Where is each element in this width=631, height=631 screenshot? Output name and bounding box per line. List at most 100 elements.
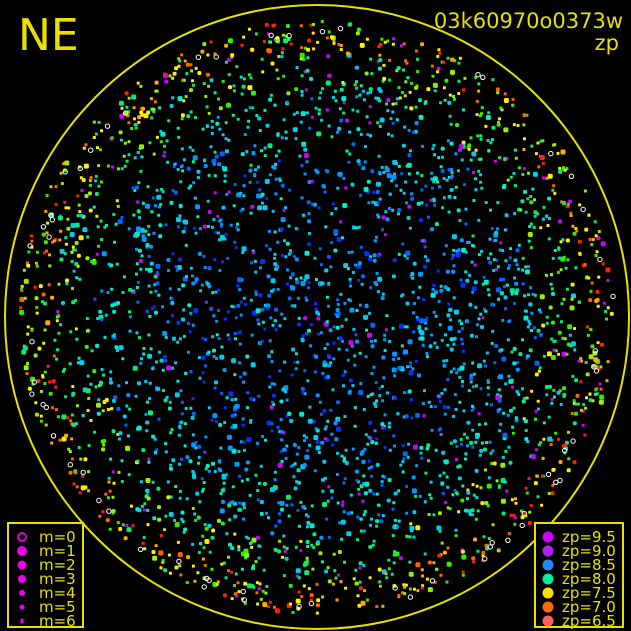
star-marker bbox=[425, 203, 429, 207]
star-marker bbox=[602, 301, 606, 305]
star-marker bbox=[571, 293, 576, 299]
star-marker bbox=[507, 445, 511, 449]
star-marker bbox=[55, 319, 59, 323]
star-marker bbox=[487, 256, 490, 260]
star-marker bbox=[312, 23, 315, 26]
star-marker bbox=[92, 205, 96, 209]
star-marker bbox=[419, 445, 424, 450]
star-marker bbox=[250, 261, 254, 265]
star-marker bbox=[122, 414, 127, 419]
star-marker bbox=[231, 485, 235, 489]
star-marker bbox=[423, 389, 426, 393]
star-marker bbox=[443, 98, 447, 102]
star-marker bbox=[146, 508, 150, 512]
star-marker bbox=[452, 367, 456, 371]
star-marker bbox=[412, 535, 416, 539]
star-marker bbox=[561, 336, 565, 340]
star-marker bbox=[343, 370, 347, 374]
star-marker bbox=[327, 255, 331, 259]
star-marker bbox=[218, 219, 222, 223]
star-marker bbox=[436, 269, 440, 273]
star-marker bbox=[332, 341, 336, 345]
star-marker bbox=[56, 310, 60, 314]
star-marker bbox=[223, 317, 227, 321]
star-marker bbox=[457, 79, 461, 83]
star-marker bbox=[64, 206, 68, 210]
star-marker bbox=[378, 394, 382, 398]
star-marker bbox=[427, 513, 431, 516]
star-marker bbox=[307, 286, 310, 290]
star-marker bbox=[176, 217, 181, 223]
star-marker bbox=[467, 147, 471, 151]
star-marker bbox=[536, 212, 540, 216]
star-marker bbox=[362, 408, 366, 411]
star-marker bbox=[463, 76, 467, 80]
star-marker bbox=[296, 508, 300, 512]
star-marker bbox=[315, 440, 320, 445]
star-marker bbox=[307, 38, 311, 43]
star-marker bbox=[601, 262, 605, 266]
star-marker bbox=[75, 337, 79, 341]
star-marker bbox=[122, 275, 126, 279]
star-marker bbox=[489, 141, 493, 145]
star-marker bbox=[159, 566, 163, 570]
star-marker bbox=[197, 461, 201, 465]
star-marker bbox=[473, 263, 477, 267]
star-marker bbox=[551, 467, 556, 472]
star-marker bbox=[510, 292, 514, 296]
star-marker bbox=[155, 271, 159, 274]
star-marker bbox=[442, 196, 446, 200]
star-marker bbox=[174, 392, 180, 398]
star-marker bbox=[277, 512, 281, 516]
star-marker bbox=[152, 231, 156, 235]
star-marker bbox=[158, 205, 162, 209]
star-marker bbox=[524, 437, 529, 441]
star-marker bbox=[431, 186, 434, 190]
star-marker bbox=[63, 252, 67, 256]
star-marker bbox=[303, 147, 308, 152]
star-marker bbox=[459, 365, 465, 371]
star-marker bbox=[375, 492, 379, 496]
star-marker bbox=[56, 348, 59, 352]
star-marker bbox=[436, 54, 440, 58]
star-marker bbox=[512, 123, 516, 127]
star-marker bbox=[325, 108, 329, 112]
star-marker bbox=[43, 328, 47, 332]
star-marker bbox=[405, 61, 409, 65]
star-marker bbox=[157, 517, 162, 522]
star-marker bbox=[358, 390, 364, 395]
star-marker bbox=[444, 78, 449, 83]
star-marker bbox=[81, 414, 85, 417]
star-marker bbox=[447, 325, 453, 331]
magnitude-marker-icon bbox=[19, 604, 25, 610]
star-marker bbox=[432, 513, 436, 517]
star-marker bbox=[218, 468, 223, 473]
star-marker bbox=[446, 506, 450, 510]
star-marker bbox=[303, 316, 308, 321]
star-marker bbox=[357, 603, 362, 608]
star-marker bbox=[380, 296, 385, 301]
star-marker bbox=[244, 108, 248, 112]
star-marker bbox=[280, 217, 286, 223]
star-marker bbox=[351, 384, 355, 388]
star-marker bbox=[378, 53, 382, 57]
star-marker bbox=[336, 186, 340, 190]
star-marker bbox=[377, 254, 380, 258]
star-marker bbox=[211, 158, 217, 164]
star-marker bbox=[522, 511, 526, 515]
star-marker bbox=[162, 330, 168, 336]
star-marker bbox=[147, 233, 151, 237]
star-marker bbox=[86, 235, 90, 239]
star-marker bbox=[418, 271, 423, 277]
star-marker bbox=[132, 117, 136, 121]
star-marker bbox=[381, 215, 386, 220]
star-marker bbox=[353, 354, 357, 358]
star-marker bbox=[162, 154, 166, 158]
star-marker bbox=[138, 216, 141, 220]
saturated-star-marker bbox=[96, 497, 102, 504]
star-marker bbox=[41, 374, 45, 378]
star-marker bbox=[570, 412, 574, 415]
star-marker bbox=[136, 151, 140, 154]
star-marker bbox=[359, 245, 363, 249]
star-marker bbox=[439, 284, 443, 288]
